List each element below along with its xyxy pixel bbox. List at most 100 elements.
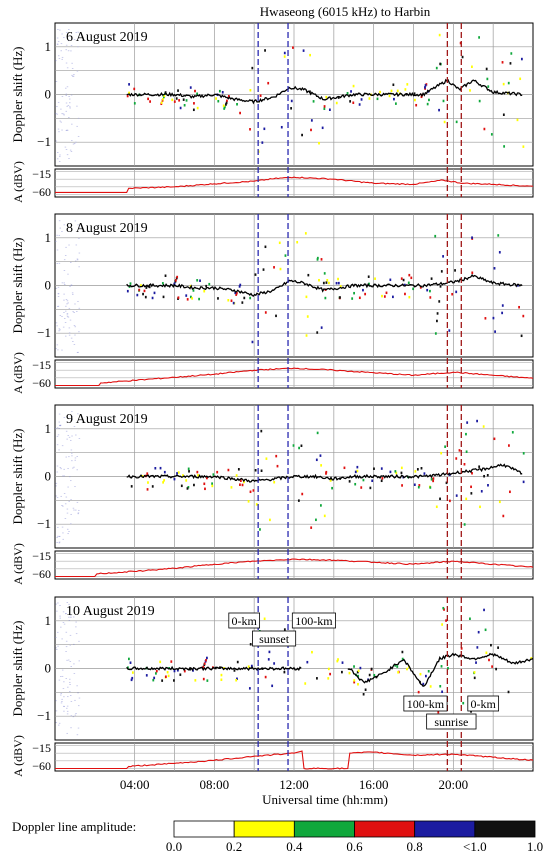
noise-dot bbox=[61, 231, 63, 232]
noise-dot bbox=[65, 95, 67, 96]
doppler-point bbox=[358, 103, 361, 106]
noise-dot bbox=[63, 417, 66, 418]
doppler-point bbox=[455, 120, 458, 124]
doppler-point bbox=[275, 314, 277, 318]
noise-dot bbox=[78, 307, 81, 309]
doppler-point bbox=[205, 284, 208, 288]
noise-dot bbox=[66, 129, 68, 131]
doppler-point bbox=[236, 660, 239, 664]
doppler-point bbox=[315, 458, 318, 462]
doppler-point bbox=[471, 271, 474, 274]
noise-dot bbox=[75, 434, 77, 436]
noise-dot bbox=[59, 425, 62, 427]
doppler-point bbox=[354, 482, 357, 486]
doppler-point bbox=[300, 444, 303, 448]
doppler-point bbox=[249, 128, 251, 131]
noise-dot bbox=[71, 62, 73, 64]
doppler-point bbox=[394, 470, 397, 473]
noise-dot bbox=[76, 105, 78, 107]
doppler-point bbox=[392, 83, 395, 87]
noise-dot bbox=[56, 113, 59, 115]
doppler-point bbox=[259, 528, 261, 531]
doppler-point bbox=[401, 657, 404, 661]
noise-dot bbox=[68, 334, 71, 336]
doppler-point bbox=[239, 283, 242, 287]
doppler-point bbox=[341, 661, 344, 664]
doppler-point bbox=[249, 643, 252, 646]
noise-dot bbox=[68, 616, 70, 618]
colorbar-tick-label: 1.0 bbox=[527, 839, 543, 854]
noise-dot bbox=[77, 224, 79, 226]
noise-dot bbox=[55, 113, 57, 115]
doppler-point bbox=[484, 628, 487, 632]
doppler-point bbox=[187, 467, 190, 471]
noise-dot bbox=[64, 255, 67, 256]
doppler-point bbox=[337, 658, 339, 661]
doppler-point bbox=[185, 479, 188, 482]
doppler-point bbox=[199, 279, 201, 282]
noise-dot bbox=[70, 50, 72, 52]
doppler-point bbox=[435, 505, 438, 509]
noise-dot bbox=[76, 258, 79, 260]
doppler-point bbox=[236, 677, 238, 681]
doppler-point bbox=[310, 128, 312, 132]
doppler-point bbox=[271, 684, 274, 688]
noise-dot bbox=[55, 648, 58, 650]
doppler-point bbox=[148, 285, 151, 289]
noise-dot bbox=[58, 262, 61, 264]
noise-dot bbox=[65, 310, 67, 312]
doppler-point bbox=[144, 295, 147, 299]
doppler-point bbox=[235, 291, 238, 295]
doppler-point bbox=[412, 287, 415, 291]
doppler-point bbox=[328, 108, 331, 112]
doppler-point bbox=[432, 479, 435, 483]
doppler-point bbox=[208, 282, 211, 286]
noise-dot bbox=[78, 227, 81, 229]
noise-dot bbox=[76, 456, 78, 457]
noise-dot bbox=[59, 615, 61, 617]
doppler-point bbox=[357, 682, 359, 686]
noise-dot bbox=[68, 620, 71, 621]
doppler-point bbox=[469, 617, 471, 620]
doppler-point bbox=[249, 88, 252, 92]
doppler-point bbox=[362, 288, 364, 292]
noise-dot bbox=[59, 315, 62, 316]
noise-dot bbox=[56, 37, 59, 39]
doppler-point bbox=[189, 295, 192, 299]
doppler-point bbox=[376, 97, 379, 101]
noise-dot bbox=[74, 699, 76, 701]
doppler-point bbox=[478, 99, 481, 103]
noise-dot bbox=[65, 678, 68, 679]
noise-dot bbox=[56, 249, 59, 251]
doppler-point bbox=[353, 665, 355, 668]
doppler-point bbox=[179, 673, 182, 676]
noise-dot bbox=[61, 526, 64, 528]
doppler-point bbox=[465, 497, 468, 501]
doppler-point bbox=[252, 489, 255, 492]
noise-dot bbox=[78, 660, 80, 662]
sunset-right-label: 100-km bbox=[295, 614, 333, 628]
doppler-point bbox=[438, 300, 441, 303]
noise-dot bbox=[63, 317, 66, 319]
noise-dot bbox=[78, 608, 81, 610]
noise-dot bbox=[69, 681, 71, 683]
sunset-label: sunset bbox=[259, 632, 290, 646]
doppler-point bbox=[189, 86, 192, 89]
doppler-point bbox=[327, 677, 330, 680]
doppler-point bbox=[238, 285, 241, 288]
doppler-point bbox=[441, 623, 444, 626]
noise-dot bbox=[74, 303, 76, 305]
doppler-point bbox=[241, 483, 244, 487]
doppler-point bbox=[441, 690, 444, 694]
doppler-point bbox=[471, 236, 473, 239]
doppler-point bbox=[337, 96, 340, 99]
doppler-point bbox=[251, 66, 254, 70]
noise-dot bbox=[72, 143, 75, 145]
doppler-point bbox=[415, 103, 418, 107]
noise-dot bbox=[70, 337, 73, 339]
doppler-point bbox=[356, 465, 359, 469]
doppler-point bbox=[371, 479, 374, 483]
doppler-point bbox=[128, 83, 130, 86]
doppler-point bbox=[410, 276, 413, 280]
doppler-point bbox=[264, 311, 267, 314]
